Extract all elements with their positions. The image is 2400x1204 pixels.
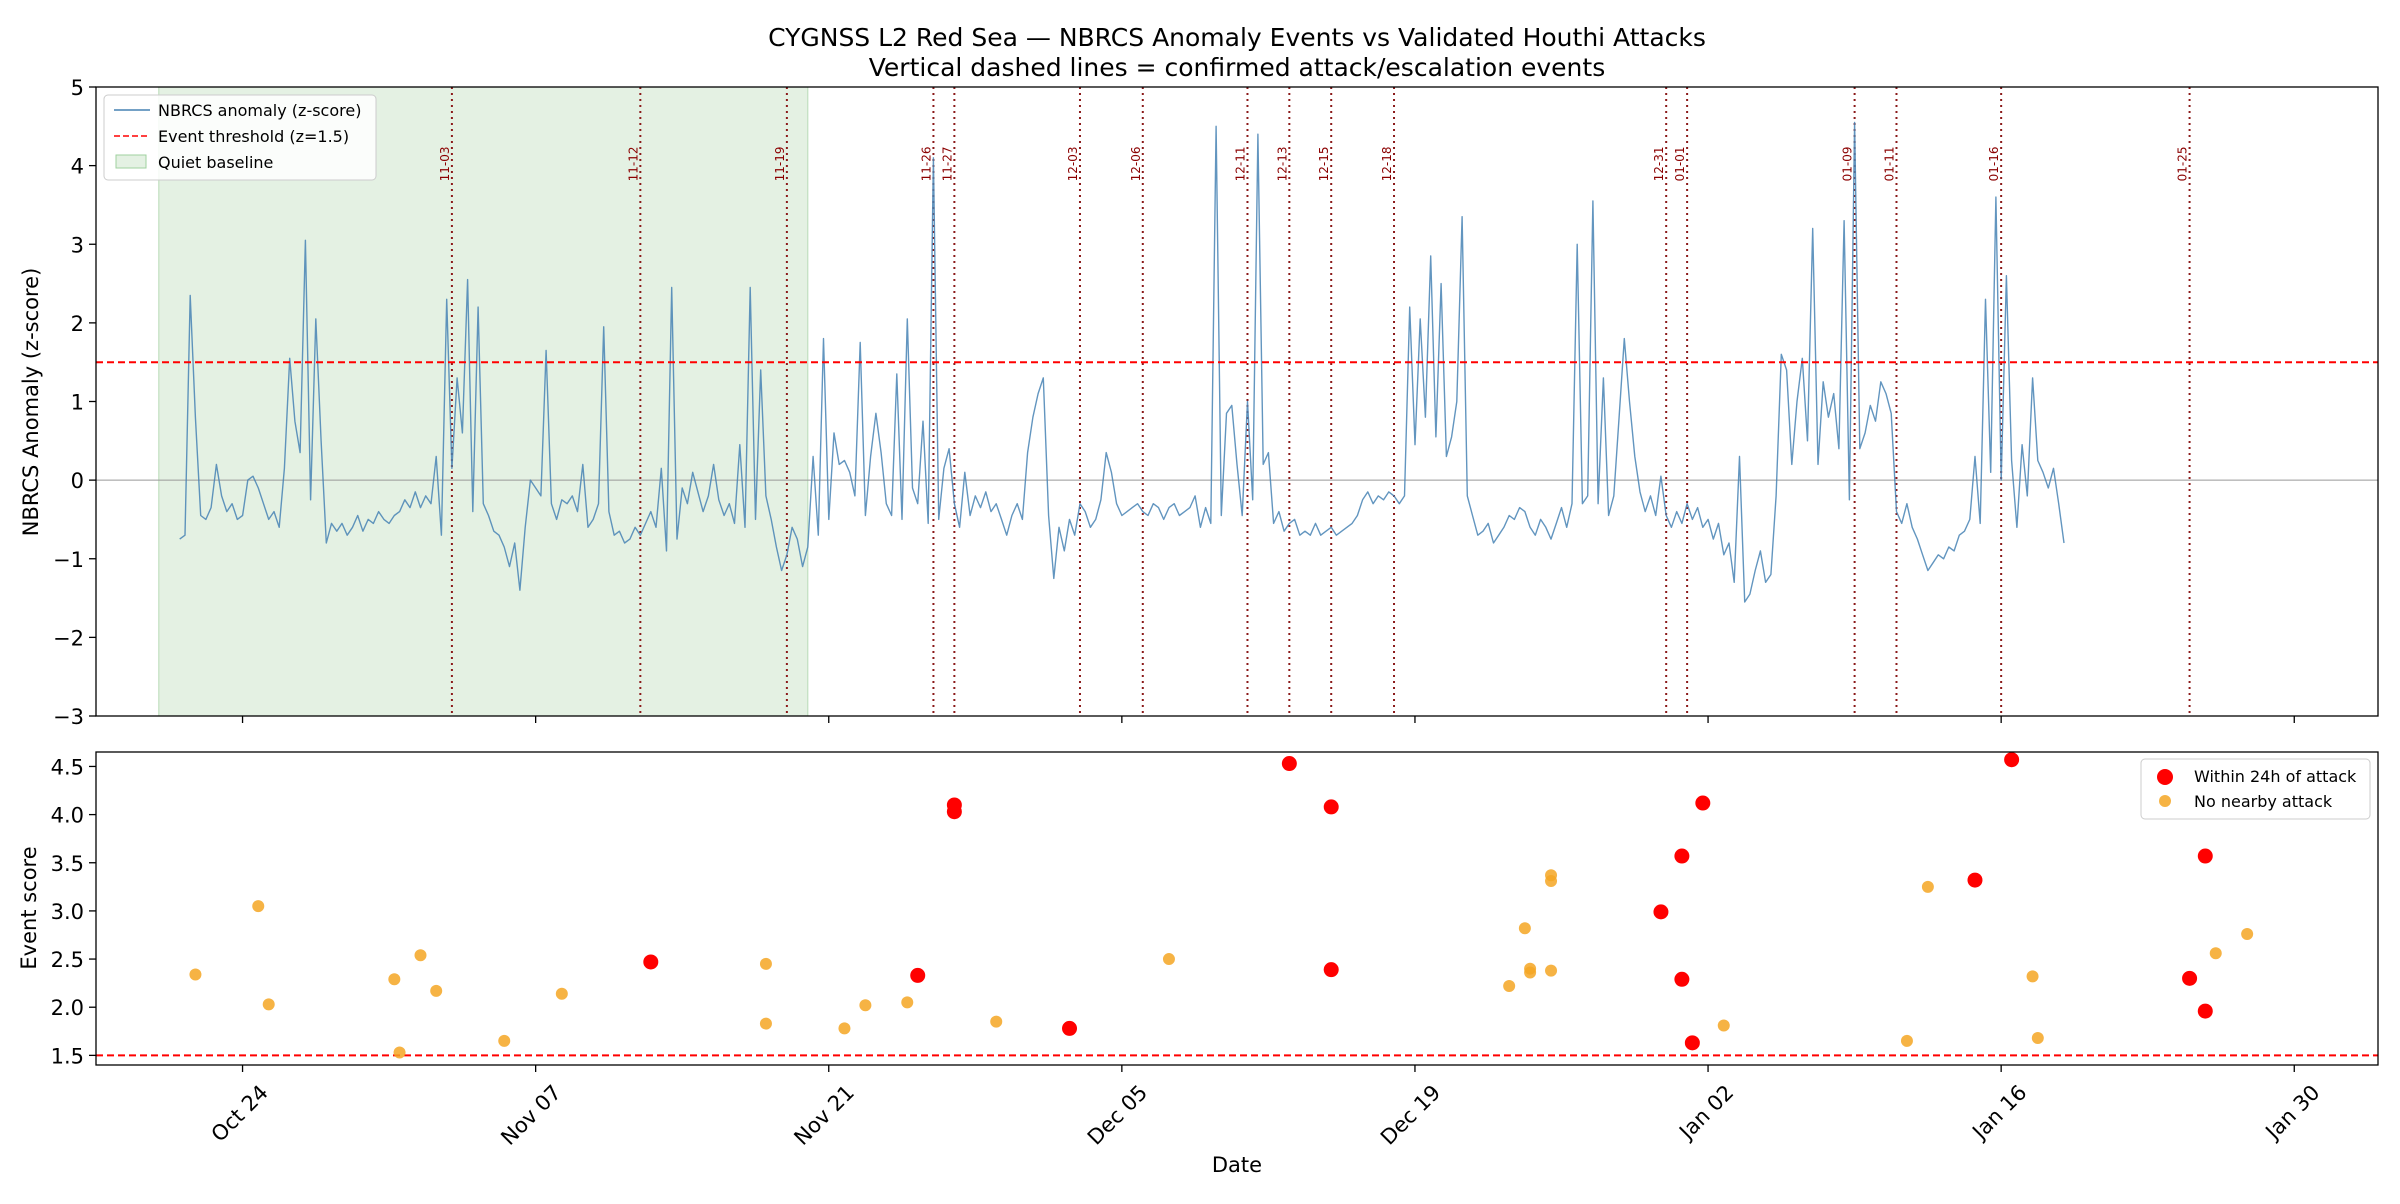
no-nearby-attack-point <box>1545 875 1558 888</box>
within-24h-point <box>2197 1003 2213 1019</box>
anomaly-ytick-label: 2 <box>71 312 84 336</box>
no-nearby-attack-point <box>1524 966 1537 979</box>
event-label-12-11: 12-11 <box>1233 146 1247 181</box>
no-nearby-attack-point <box>393 1046 406 1059</box>
within-24h-point <box>1281 756 1297 772</box>
anomaly-legend: NBRCS anomaly (z-score) Event threshold … <box>103 94 377 181</box>
anomaly-ytick-label: 5 <box>71 76 84 100</box>
within-24h-point <box>643 954 659 970</box>
event-label-12-31: 12-31 <box>1652 146 1666 181</box>
within-24h-point <box>1062 1020 1078 1036</box>
event-label-01-01: 01-01 <box>1673 146 1687 181</box>
anomaly-ytick-label: −1 <box>53 548 84 572</box>
legend-no-attack-swatch <box>2159 795 2171 807</box>
no-nearby-attack-point <box>1717 1019 1730 1032</box>
event-score-ytick-label: 4.0 <box>51 804 84 828</box>
within-24h-point <box>1323 799 1339 815</box>
no-nearby-attack-point <box>759 957 772 970</box>
no-nearby-attack-point <box>990 1015 1003 1028</box>
within-24h-point <box>946 804 962 820</box>
no-nearby-attack-point <box>414 949 427 962</box>
legend-baseline-swatch <box>115 154 147 169</box>
no-nearby-attack-point <box>859 999 872 1012</box>
legend-baseline-label: Quiet baseline <box>158 153 273 172</box>
within-24h-point <box>1684 1035 1700 1051</box>
event-label-11-27: 11-27 <box>940 146 954 181</box>
no-nearby-attack-point <box>838 1022 851 1035</box>
within-24h-point <box>1967 872 1983 888</box>
within-24h-point <box>1323 962 1339 978</box>
event-label-12-13: 12-13 <box>1275 146 1289 181</box>
no-nearby-attack-point <box>901 996 914 1009</box>
x-axis-label: Date <box>1212 1153 1262 1177</box>
no-nearby-attack-point <box>2241 928 2254 941</box>
no-nearby-attack-point <box>1921 880 1934 893</box>
event-label-01-09: 01-09 <box>1841 146 1855 181</box>
no-nearby-attack-point <box>2026 970 2039 983</box>
anomaly-ytick-label: 3 <box>71 233 84 257</box>
within-24h-point <box>1653 904 1669 920</box>
legend-anomaly-label: NBRCS anomaly (z-score) <box>158 101 361 120</box>
event-label-11-12: 11-12 <box>626 146 640 181</box>
no-nearby-attack-point <box>759 1017 772 1030</box>
quiet-baseline-region <box>158 86 809 717</box>
chart-title-line2: Vertical dashed lines = confirmed attack… <box>869 53 1605 82</box>
legend-threshold-label: Event threshold (z=1.5) <box>158 127 349 146</box>
no-nearby-attack-point <box>555 987 568 1000</box>
anomaly-ytick-label: −2 <box>53 626 84 650</box>
anomaly-ytick-label: 0 <box>71 469 84 493</box>
no-nearby-attack-point <box>430 984 443 997</box>
event-score-panel-frame <box>95 751 2379 1066</box>
no-nearby-attack-point <box>2031 1032 2044 1045</box>
no-nearby-attack-point <box>1503 980 1516 993</box>
no-nearby-attack-point <box>1900 1034 1913 1047</box>
within-24h-point <box>1674 971 1690 987</box>
event-label-12-03: 12-03 <box>1066 146 1080 181</box>
within-24h-point <box>2182 970 2198 986</box>
no-nearby-attack-point <box>262 998 275 1011</box>
within-24h-point <box>1674 848 1690 864</box>
event-label-12-15: 12-15 <box>1317 146 1331 181</box>
event-score-ytick-label: 2.5 <box>51 948 84 972</box>
chart-title-line1: CYGNSS L2 Red Sea — NBRCS Anomaly Events… <box>768 23 1706 52</box>
event-label-01-25: 01-25 <box>2176 146 2190 181</box>
anomaly-ytick-label: 4 <box>71 155 84 179</box>
event-label-01-11: 01-11 <box>1882 146 1896 181</box>
no-nearby-attack-point <box>2209 947 2222 960</box>
event-score-ytick-label: 4.5 <box>51 755 84 779</box>
no-nearby-attack-point <box>1545 964 1558 977</box>
event-label-11-19: 11-19 <box>773 146 787 181</box>
no-nearby-attack-point <box>189 968 202 981</box>
legend-within-24h-swatch <box>2157 769 2173 785</box>
event-label-12-06: 12-06 <box>1129 146 1143 181</box>
event-score-ytick-label: 2.0 <box>51 996 84 1020</box>
anomaly-y-axis-label: NBRCS Anomaly (z-score) <box>19 268 43 537</box>
within-24h-point <box>2004 752 2020 768</box>
no-nearby-attack-point <box>252 900 265 913</box>
no-nearby-attack-point <box>498 1034 511 1047</box>
event-label-01-16: 01-16 <box>1987 146 2001 181</box>
within-24h-point <box>2197 848 2213 864</box>
event-score-ytick-label: 3.0 <box>51 900 84 924</box>
event-score-ytick-label: 3.5 <box>51 852 84 876</box>
legend-within-24h-label: Within 24h of attack <box>2194 767 2357 786</box>
event-label-12-18: 12-18 <box>1380 146 1394 181</box>
anomaly-ytick-label: 1 <box>71 391 84 415</box>
event-label-11-03: 11-03 <box>438 146 452 181</box>
within-24h-point <box>1695 795 1711 811</box>
anomaly-panel: 11-03 11-12 11-19 11-26 11-27 12-03 12-06 12-11… <box>19 76 2379 729</box>
event-score-ytick-label: 1.5 <box>51 1044 84 1068</box>
anomaly-series-line <box>179 121 2065 603</box>
anomaly-ytick-label: −3 <box>53 705 84 729</box>
no-nearby-attack-point <box>1518 922 1531 935</box>
event-score-legend: Within 24h of attack No nearby attack <box>2140 758 2371 820</box>
no-nearby-attack-point <box>1162 953 1175 966</box>
no-nearby-attack-point <box>388 973 401 986</box>
event-score-y-axis-label: Event score <box>17 846 41 969</box>
event-label-11-26: 11-26 <box>919 146 933 181</box>
within-24h-point <box>910 967 926 983</box>
legend-no-attack-label: No nearby attack <box>2194 792 2333 811</box>
